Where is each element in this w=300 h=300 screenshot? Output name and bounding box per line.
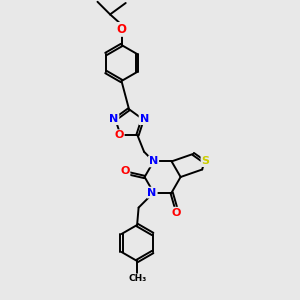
Text: N: N (149, 156, 158, 167)
Text: O: O (114, 130, 124, 140)
Text: O: O (171, 208, 181, 218)
Text: O: O (116, 23, 127, 36)
Text: N: N (140, 114, 149, 124)
Text: O: O (120, 166, 130, 176)
Text: S: S (202, 156, 209, 166)
Text: CH₃: CH₃ (129, 274, 147, 284)
Text: N: N (109, 114, 119, 124)
Text: N: N (148, 188, 157, 198)
